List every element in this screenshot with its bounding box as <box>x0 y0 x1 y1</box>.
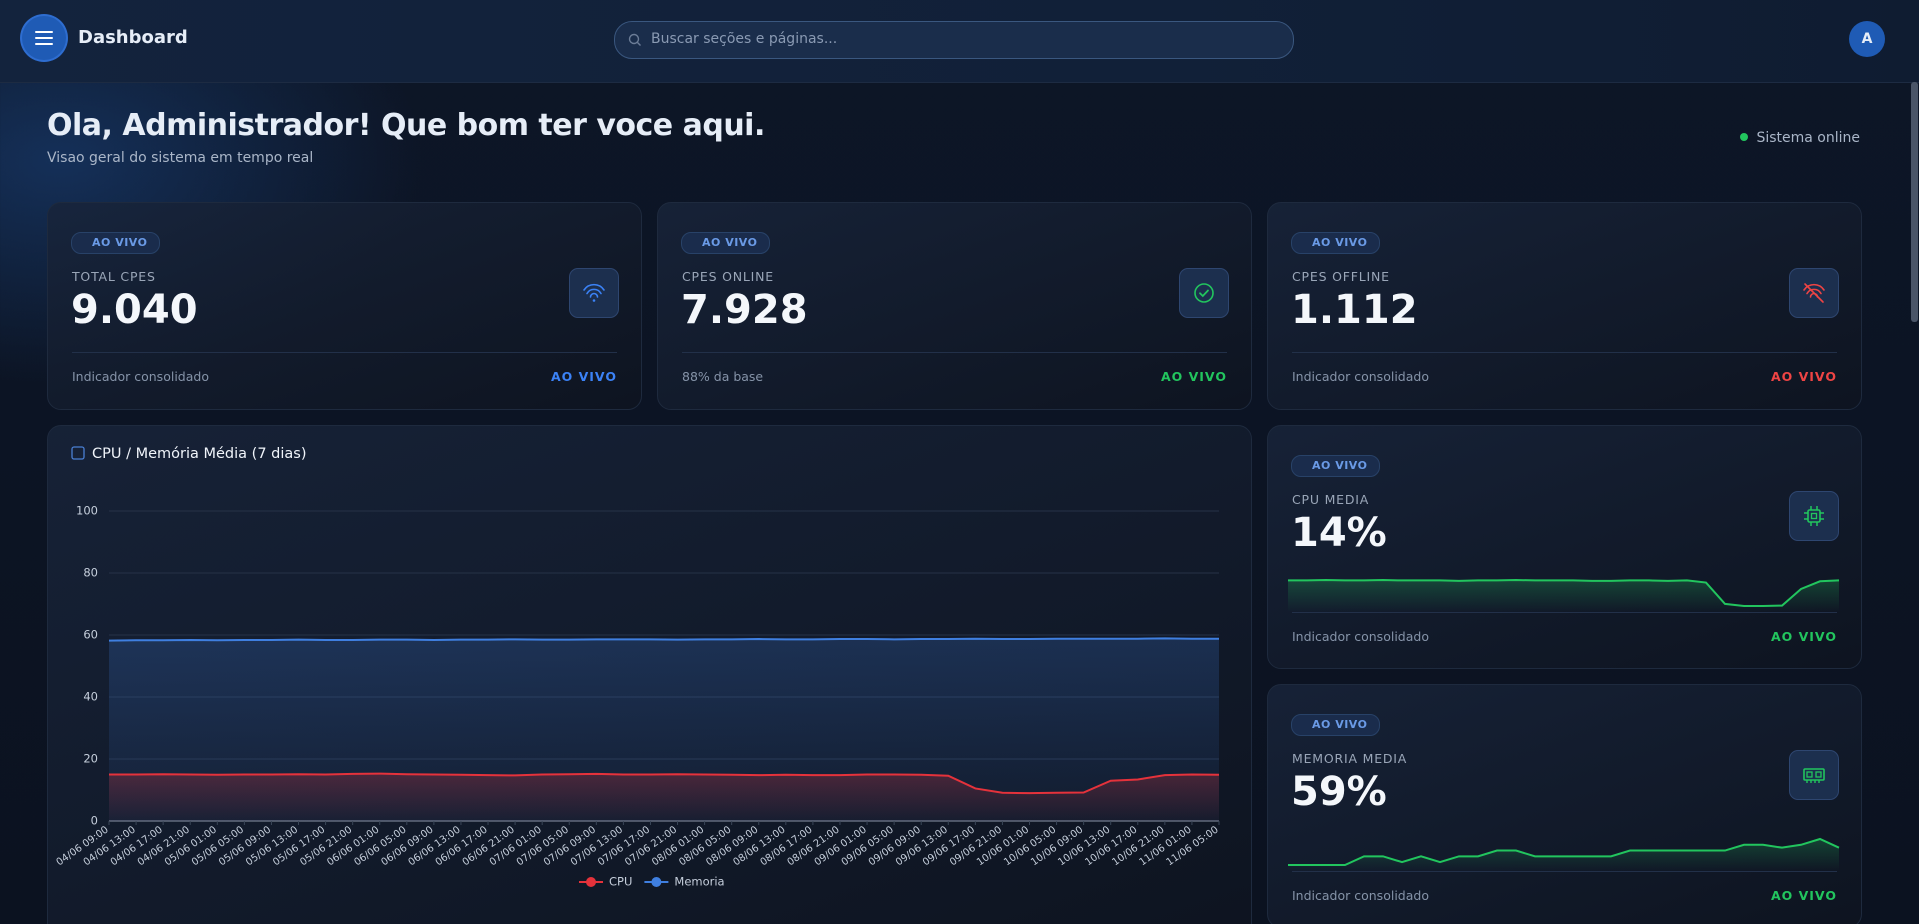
legend-label: CPU <box>609 875 632 889</box>
divider <box>1292 612 1837 613</box>
legend-marker <box>651 877 662 887</box>
divider <box>1292 352 1837 353</box>
divider <box>1292 871 1837 872</box>
legend-marker <box>586 877 596 887</box>
kpi-footer: Indicador consolidado <box>1292 888 1429 903</box>
icon <box>583 283 605 302</box>
sparkline <box>1288 837 1840 871</box>
y-tick-label: 0 <box>91 814 98 828</box>
status-dot <box>1740 133 1749 141</box>
chart-card: CPU / Memória Média (7 dias) 0 20 40 60 80 10… <box>47 425 1252 924</box>
kpi-value: 59% <box>1291 769 1387 815</box>
kpi-footer: 88% da base <box>682 369 764 384</box>
icon <box>1803 768 1825 783</box>
live-label: AO VIVO <box>550 369 617 384</box>
sparkline-area <box>1288 580 1839 612</box>
icon <box>1804 506 1824 526</box>
kpi-value: 7.928 <box>681 287 808 333</box>
chart: CPU / Memória Média (7 dias) 0 20 40 60 80 10… <box>55 446 1221 889</box>
kpi-value: 9.040 <box>71 287 198 333</box>
avatar[interactable]: A <box>1849 21 1885 57</box>
kpi-value: 14% <box>1291 510 1387 556</box>
kpi-label: MEMORIA MEDIA <box>1292 751 1408 766</box>
top-bar: Dashboard Buscar seções e páginas... A <box>0 0 1919 83</box>
live-label: AO VIVO <box>1770 888 1837 903</box>
search-placeholder: Buscar seções e páginas... <box>651 31 838 47</box>
divider <box>72 352 617 353</box>
y-tick-label: 80 <box>83 566 98 580</box>
kpi-card: AO VIVO CPES OFFLINE 1.112 Indicador consol… <box>1267 202 1862 410</box>
y-tick-label: 20 <box>83 752 98 766</box>
live-label: AO VIVO <box>1160 369 1227 384</box>
live-badge: AO VIVO <box>1291 232 1381 254</box>
kpi-card: AO VIVO TOTAL CPES 9.040 Indicador consolid… <box>47 202 642 410</box>
sparkline <box>1288 578 1840 612</box>
chart-icon <box>71 446 85 460</box>
kpi-card: AO VIVO CPU MEDIA 14% Indicador consolidado… <box>1267 425 1862 669</box>
live-badge: AO VIVO <box>71 232 161 254</box>
menu-button[interactable] <box>22 16 66 60</box>
series-line <box>108 637 1219 642</box>
icon <box>1194 283 1214 303</box>
kpi-icon <box>1789 750 1839 800</box>
scrollbar[interactable] <box>1911 82 1918 322</box>
sparkline-area <box>1288 839 1839 871</box>
kpi-icon <box>569 268 619 318</box>
live-label: AO VIVO <box>1770 629 1837 644</box>
search-box[interactable]: Buscar seções e páginas... <box>614 21 1294 59</box>
series-line <box>109 772 1220 795</box>
legend-label: Memoria <box>674 875 724 889</box>
live-badge: AO VIVO <box>1291 714 1381 736</box>
kpi-card: AO VIVO MEMORIA MEDIA 59% Indicador consoli… <box>1267 684 1862 924</box>
kpi-label: CPES OFFLINE <box>1292 269 1390 284</box>
greeting-title: Ola, Administrador! Que bom ter voce aqu… <box>47 108 765 143</box>
kpi-value: 1.112 <box>1291 287 1418 333</box>
status-text: Sistema online <box>1756 130 1860 146</box>
kpi-icon <box>1179 268 1229 318</box>
system-status: Sistema online <box>1740 130 1860 146</box>
sparkline-line <box>1288 837 1840 866</box>
kpi-footer: Indicador consolidado <box>1292 369 1429 384</box>
search-icon <box>628 33 641 46</box>
divider <box>682 352 1227 353</box>
header-title: Dashboard <box>78 27 188 48</box>
kpi-icon <box>1789 268 1839 318</box>
kpi-icon <box>1789 491 1839 541</box>
menu-icon <box>35 31 53 45</box>
series-area <box>109 773 1219 821</box>
y-tick-label: 100 <box>76 504 98 518</box>
kpi-label: CPES ONLINE <box>682 269 774 284</box>
live-badge: AO VIVO <box>681 232 771 254</box>
icon <box>1803 283 1825 303</box>
kpi-card: AO VIVO CPES ONLINE 7.928 88% da base AO VIV… <box>657 202 1252 410</box>
live-badge: AO VIVO <box>1291 455 1381 477</box>
kpi-label: CPU MEDIA <box>1292 492 1370 507</box>
y-tick-label: 40 <box>83 690 98 704</box>
live-label: AO VIVO <box>1770 369 1837 384</box>
kpi-footer: Indicador consolidado <box>72 369 209 384</box>
greeting-subtitle: Visao geral do sistema em tempo real <box>47 150 314 166</box>
chart-title: CPU / Memória Média (7 dias) <box>92 446 306 462</box>
sparkline-line <box>1288 578 1840 607</box>
kpi-label: TOTAL CPES <box>72 269 156 284</box>
y-tick-label: 60 <box>83 628 98 642</box>
kpi-footer: Indicador consolidado <box>1292 629 1429 644</box>
